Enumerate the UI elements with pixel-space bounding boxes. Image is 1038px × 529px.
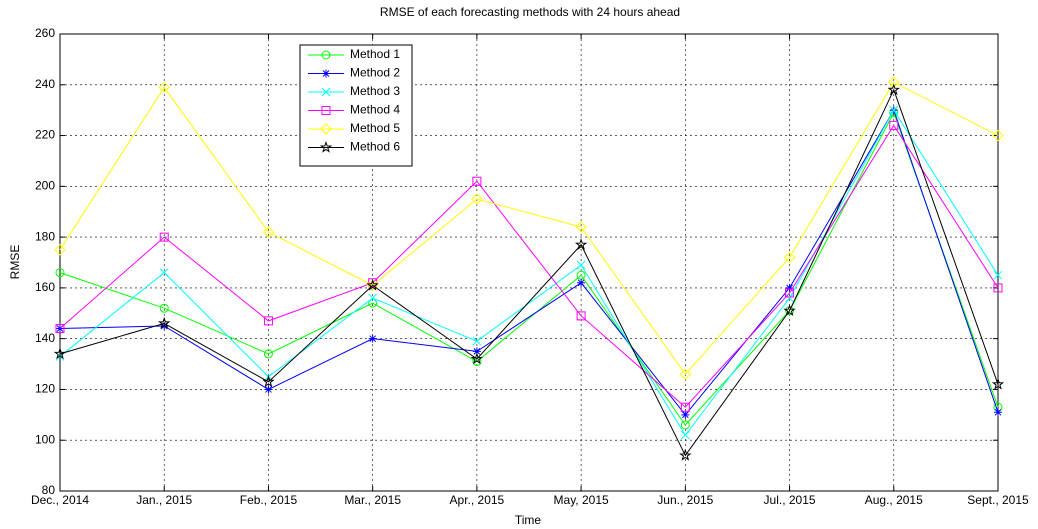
y-tick-label: 220 [35, 128, 55, 142]
data-marker [263, 349, 273, 359]
data-marker [577, 278, 586, 287]
data-marker [53, 347, 67, 360]
data-marker [368, 293, 378, 303]
y-tick-label: 120 [35, 382, 55, 396]
series-line [59, 109, 999, 437]
data-marker [159, 232, 169, 242]
data-marker [263, 316, 273, 326]
data-marker [262, 375, 275, 388]
x-tick-label: Aug., 2015 [865, 493, 923, 507]
y-tick-label: 260 [35, 26, 55, 40]
data-marker [159, 303, 169, 313]
y-tick-label: 80 [42, 483, 56, 497]
y-tick-label: 140 [35, 331, 55, 345]
data-marker [575, 221, 587, 233]
data-marker [158, 81, 170, 94]
data-marker [576, 270, 586, 280]
y-axis-label: RMSE [8, 245, 22, 280]
chart-title: RMSE of each forecasting methods with 24… [380, 5, 680, 19]
data-marker [783, 304, 796, 317]
data-marker [680, 402, 690, 412]
data-marker [783, 251, 796, 264]
data-marker [159, 268, 169, 278]
x-tick-label: Mar., 2015 [344, 493, 401, 507]
x-tick-label: May, 2015 [554, 493, 609, 507]
legend-label: Method 1 [350, 47, 400, 61]
data-marker [472, 336, 482, 346]
x-tick-label: Sept., 2015 [967, 493, 1029, 507]
y-tick-label: 100 [35, 432, 55, 446]
data-marker [472, 176, 482, 186]
data-marker [366, 278, 379, 291]
legend-marker [322, 69, 330, 78]
data-marker [993, 270, 1003, 280]
series-line [59, 111, 999, 426]
legend-label: Method 5 [350, 121, 400, 135]
data-marker [472, 357, 482, 367]
data-marker [576, 311, 586, 321]
x-tick-label: Jun., 2015 [657, 493, 713, 507]
data-marker [262, 226, 275, 238]
data-marker [55, 324, 65, 334]
data-marker [681, 410, 690, 419]
y-tick-label: 160 [35, 280, 55, 294]
data-marker [888, 76, 900, 88]
legend-marker [320, 123, 332, 135]
data-marker [785, 283, 794, 292]
plot-frame [59, 33, 999, 492]
legend-marker [319, 140, 333, 153]
data-marker [55, 268, 65, 278]
data-marker [470, 352, 484, 365]
data-marker [887, 83, 900, 96]
y-tick-label: 200 [35, 179, 55, 193]
x-axis-label: Time [515, 513, 542, 527]
data-marker [472, 347, 481, 356]
y-tick-label: 180 [35, 229, 55, 243]
data-marker [158, 316, 171, 329]
x-tick-label: Feb., 2015 [240, 493, 298, 507]
data-marker [576, 260, 586, 270]
legend-marker [321, 50, 331, 60]
legend-marker [321, 87, 331, 97]
data-marker [679, 368, 692, 380]
data-marker [889, 120, 899, 130]
data-marker [680, 420, 690, 430]
x-tick-label: Apr., 2015 [450, 493, 505, 507]
data-marker [680, 430, 690, 440]
data-marker [991, 377, 1005, 390]
data-marker [889, 105, 899, 115]
x-tick-label: Jul., 2015 [764, 493, 816, 507]
data-marker [574, 238, 588, 251]
data-marker [264, 385, 273, 394]
data-marker [54, 244, 66, 256]
x-tick-label: Jan., 2015 [136, 493, 192, 507]
data-marker [994, 408, 1002, 417]
legend-label: Method 2 [350, 66, 400, 80]
legend-marker [321, 106, 331, 115]
data-marker [889, 108, 899, 118]
data-marker [785, 288, 795, 298]
legend-label: Method 6 [350, 140, 400, 154]
data-marker [471, 193, 483, 205]
series-line [59, 124, 999, 408]
series-line [59, 108, 999, 416]
y-tick-label: 240 [35, 77, 55, 91]
series-line [59, 81, 999, 376]
data-marker [679, 448, 692, 461]
series-line [59, 88, 999, 457]
x-tick-label: Dec., 2014 [31, 493, 89, 507]
data-marker [993, 283, 1003, 293]
legend-label: Method 3 [350, 84, 400, 98]
data-marker [368, 334, 377, 343]
legend-label: Method 4 [350, 103, 400, 117]
legend-box [299, 44, 413, 167]
data-marker [992, 129, 1004, 142]
